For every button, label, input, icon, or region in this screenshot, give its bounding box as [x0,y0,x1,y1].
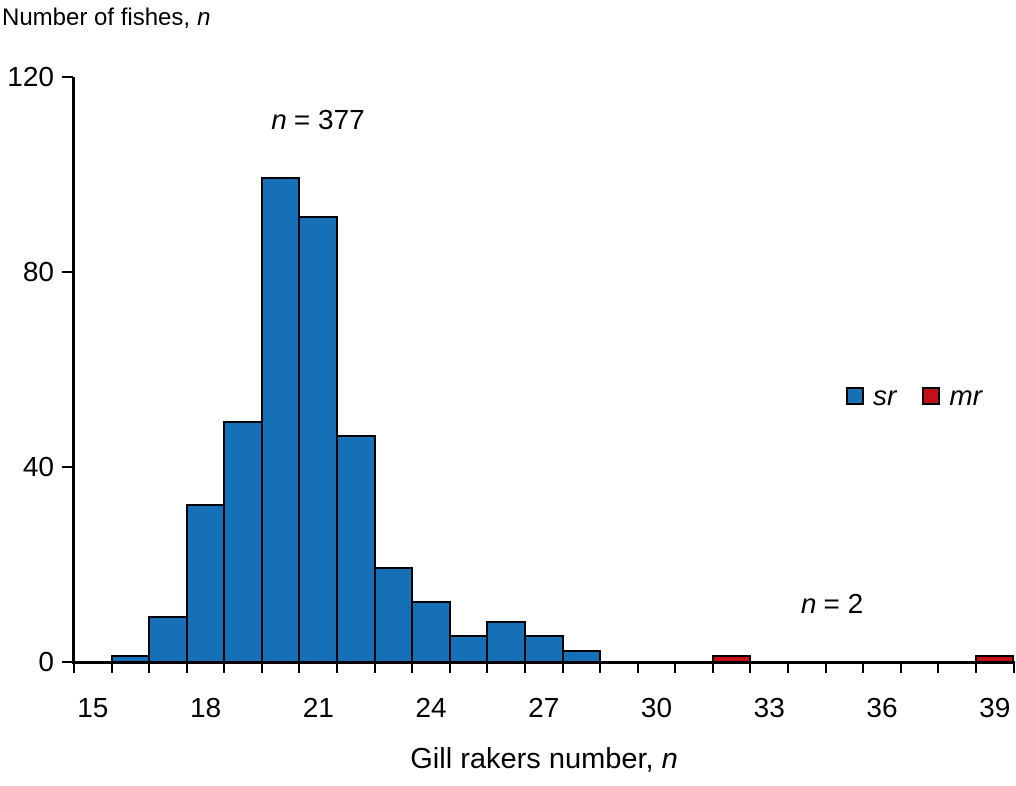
x-axis-tick-29 [599,661,602,673]
bar-sr-17 [148,615,188,663]
x-axis-tick-19 [223,661,226,673]
x-axis-tick-16 [110,661,113,673]
annotation-mr-symbol: n [800,588,817,619]
x-axis-tick-label-33: 33 [753,692,785,723]
x-axis-tick-24 [411,661,414,673]
y-axis-tick-label-120: 120 [7,61,54,92]
bar-sr-18 [185,503,226,663]
x-axis-tick-35 [824,661,827,673]
x-axis-tick-33 [749,661,752,673]
x-axis-tick-32 [711,661,714,673]
bar-sr-22 [336,435,376,663]
x-axis-tick-28 [561,661,564,673]
bar-sr-20 [260,177,301,663]
x-axis-tick-label-18: 18 [189,692,222,723]
bar-sr-26 [486,620,526,663]
y-axis-line [72,77,75,663]
bar-sr-24 [411,601,451,663]
x-axis-tick-18 [185,661,188,673]
y-axis-title: Number of fishes, n [2,4,210,32]
legend-swatch-sr [846,387,864,405]
x-axis-title: Gill rakers number, n [74,743,1014,776]
y-axis-tick-0 [62,660,73,663]
legend-label-mr: mr [949,380,982,411]
x-axis-tick-36 [862,661,865,673]
x-axis-tick-22 [336,661,339,673]
y-axis-title-symbol: n [197,4,211,31]
x-axis-tick-30 [636,661,639,673]
y-axis-tick-120 [62,76,73,78]
legend: sr mr [846,382,982,410]
bar-sr-27 [523,635,564,663]
bar-sr-21 [298,216,339,663]
x-axis-tick-17 [148,661,151,673]
y-axis-tick-label-0: 0 [38,645,54,677]
x-axis-tick-label-36: 36 [866,692,898,723]
y-axis-tick-40 [62,465,73,468]
x-axis-tick-label-24: 24 [415,692,447,723]
x-axis-tick-label-30: 30 [640,692,673,723]
x-axis-tick-label-27: 27 [528,692,560,723]
annotation-mr-text: = 2 [823,588,864,619]
y-axis-tick-80 [62,270,73,273]
y-axis-tick-label-80: 80 [22,255,54,287]
annotation-sr-symbol: n [271,104,287,135]
x-axis-line [72,661,1014,664]
x-axis-tick-21 [298,661,301,673]
x-axis-tick-31 [674,661,677,673]
x-axis-tick-label-39: 39 [979,692,1011,723]
x-axis-tick-26 [486,661,489,673]
annotation-sr-count: n = 377 [233,104,403,136]
bar-sr-23 [373,566,414,663]
y-axis-tick-label-40: 40 [22,450,54,482]
x-axis-tick-20 [260,661,263,673]
x-axis-tick-23 [373,661,376,673]
x-axis-title-symbol: n [661,743,678,775]
x-axis-title-text: Gill rakers number, [410,743,654,775]
x-axis-tick-34 [787,661,790,673]
annotation-mr-count: n = 2 [747,588,917,620]
legend-label-sr: sr [873,380,897,411]
legend-swatch-mr [922,387,941,405]
legend-item-mr: mr [922,382,982,410]
x-axis-tick-label-21: 21 [302,692,334,723]
x-axis-tick-38 [937,661,940,673]
bar-sr-19 [223,420,263,663]
x-axis-tick-25 [448,661,451,673]
x-axis-tick-40 [1012,661,1015,673]
x-axis-tick-39 [974,661,977,673]
x-axis-tick-27 [523,661,526,673]
y-axis-title-text: Number of fishes, [2,4,191,31]
annotation-sr-text: = 377 [293,104,365,135]
x-axis-tick-label-15: 15 [77,692,109,723]
legend-item-sr: sr [846,382,896,410]
x-axis-tick-15 [73,661,75,673]
bar-sr-25 [448,635,489,663]
x-axis-tick-37 [899,661,902,673]
